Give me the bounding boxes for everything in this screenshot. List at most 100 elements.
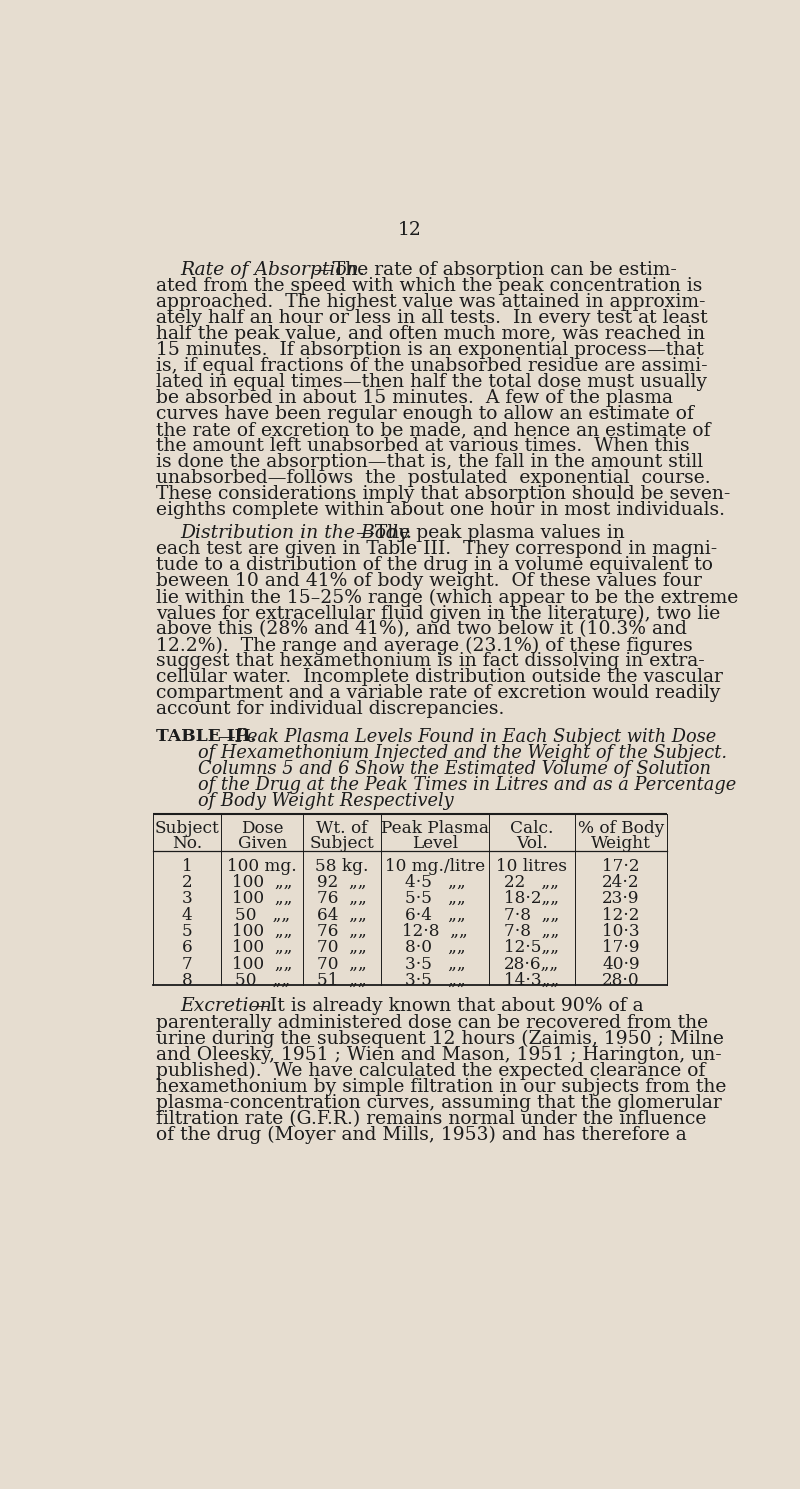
Text: 10 litres: 10 litres (496, 858, 567, 874)
Text: —It is already known that about 90% of a: —It is already known that about 90% of a (250, 998, 643, 1015)
Text: suggest that hexamethonium is in fact dissolving in extra-: suggest that hexamethonium is in fact di… (156, 652, 705, 670)
Text: 17·2: 17·2 (602, 858, 640, 874)
Text: 7·8  „„: 7·8 „„ (504, 923, 559, 940)
Text: 6: 6 (182, 940, 192, 956)
Text: 92  „„: 92 „„ (318, 874, 367, 890)
Text: 12·2: 12·2 (602, 907, 639, 923)
Text: 100  „„: 100 „„ (232, 940, 293, 956)
Text: Subject: Subject (310, 835, 374, 852)
Text: eighths complete within about one hour in most individuals.: eighths complete within about one hour i… (156, 502, 725, 520)
Text: Rate of Absorption.: Rate of Absorption. (181, 261, 366, 278)
Text: 4·5   „„: 4·5 „„ (405, 874, 466, 890)
Text: Excretion.: Excretion. (181, 998, 278, 1015)
Text: 3·5   „„: 3·5 „„ (405, 972, 466, 989)
Text: be absorbed in about 15 minutes.  A few of the plasma: be absorbed in about 15 minutes. A few o… (156, 389, 673, 406)
Text: 12.2%).  The range and average (23.1%) of these figures: 12.2%). The range and average (23.1%) of… (156, 636, 693, 655)
Text: 51  „„: 51 „„ (318, 972, 367, 989)
Text: % of Body: % of Body (578, 820, 664, 837)
Text: is done the absorption—that is, the fall in the amount still: is done the absorption—that is, the fall… (156, 453, 703, 471)
Text: 70  „„: 70 „„ (318, 956, 367, 972)
Text: 7·8  „„: 7·8 „„ (504, 907, 559, 923)
Text: 2: 2 (182, 874, 192, 890)
Text: 58 kg.: 58 kg. (315, 858, 369, 874)
Text: These considerations imply that absorption should be seven-: These considerations imply that absorpti… (156, 485, 730, 503)
Text: 3·5   „„: 3·5 „„ (405, 956, 466, 972)
Text: 10 mg./litre: 10 mg./litre (385, 858, 485, 874)
Text: 70  „„: 70 „„ (318, 940, 367, 956)
Text: —Peak Plasma Levels Found in Each Subject with Dose: —Peak Plasma Levels Found in Each Subjec… (218, 728, 717, 746)
Text: 5: 5 (182, 923, 192, 940)
Text: Peak Plasma: Peak Plasma (381, 820, 489, 837)
Text: 22   „„: 22 „„ (504, 874, 559, 890)
Text: 64  „„: 64 „„ (318, 907, 367, 923)
Text: Weight: Weight (591, 835, 651, 852)
Text: —The rate of absorption can be estim-: —The rate of absorption can be estim- (314, 261, 677, 278)
Text: 100  „„: 100 „„ (232, 956, 293, 972)
Text: 5·5   „„: 5·5 „„ (405, 890, 466, 907)
Text: lated in equal times—then half the total dose must usually: lated in equal times—then half the total… (156, 374, 707, 392)
Text: is, if equal fractions of the unabsorbed residue are assimi-: is, if equal fractions of the unabsorbed… (156, 357, 707, 375)
Text: each test are given in Table III.  They correspond in magni-: each test are given in Table III. They c… (156, 541, 717, 558)
Text: Vol.: Vol. (516, 835, 547, 852)
Text: ated from the speed with which the peak concentration is: ated from the speed with which the peak … (156, 277, 702, 295)
Text: Distribution in the Body.: Distribution in the Body. (181, 524, 413, 542)
Text: Subject: Subject (154, 820, 219, 837)
Text: 12·8  „„: 12·8 „„ (402, 923, 468, 940)
Text: TABLE III.: TABLE III. (156, 728, 256, 744)
Text: Level: Level (412, 835, 458, 852)
Text: 40·9: 40·9 (602, 956, 640, 972)
Text: parenterally administered dose can be recovered from the: parenterally administered dose can be re… (156, 1014, 708, 1032)
Text: Columns 5 and 6 Show the Estimated Volume of Solution: Columns 5 and 6 Show the Estimated Volum… (198, 759, 711, 779)
Text: 28·6„„: 28·6„„ (504, 956, 559, 972)
Text: ately half an hour or less in all tests.  In every test at least: ately half an hour or less in all tests.… (156, 310, 707, 328)
Text: 8: 8 (182, 972, 192, 989)
Text: 28·0: 28·0 (602, 972, 640, 989)
Text: plasma-concentration curves, assuming that the glomerular: plasma-concentration curves, assuming th… (156, 1093, 722, 1112)
Text: 100 mg.: 100 mg. (227, 858, 297, 874)
Text: 8·0   „„: 8·0 „„ (405, 940, 466, 956)
Text: of Hexamethonium Injected and the Weight of the Subject.: of Hexamethonium Injected and the Weight… (198, 744, 727, 762)
Text: hexamethonium by simple filtration in our subjects from the: hexamethonium by simple filtration in ou… (156, 1078, 726, 1096)
Text: 6·4   „„: 6·4 „„ (405, 907, 466, 923)
Text: Given: Given (238, 835, 287, 852)
Text: values for extracellular fluid given in the literature), two lie: values for extracellular fluid given in … (156, 605, 720, 622)
Text: half the peak value, and often much more, was reached in: half the peak value, and often much more… (156, 325, 705, 342)
Text: beween 10 and 41% of body weight.  Of these values four: beween 10 and 41% of body weight. Of the… (156, 572, 702, 590)
Text: 50   „„: 50 „„ (234, 972, 290, 989)
Text: published).  We have calculated the expected clearance of: published). We have calculated the expec… (156, 1062, 705, 1080)
Text: urine during the subsequent 12 hours (Zaimis, 1950 ; Milne: urine during the subsequent 12 hours (Za… (156, 1029, 724, 1048)
Text: above this (28% and 41%), and two below it (10.3% and: above this (28% and 41%), and two below … (156, 621, 686, 639)
Text: approached.  The highest value was attained in approxim-: approached. The highest value was attain… (156, 293, 706, 311)
Text: of the Drug at the Peak Times in Litres and as a Percentage: of the Drug at the Peak Times in Litres … (198, 776, 737, 794)
Text: 100  „„: 100 „„ (232, 890, 293, 907)
Text: the rate of excretion to be made, and hence an estimate of: the rate of excretion to be made, and he… (156, 421, 710, 439)
Text: 15 minutes.  If absorption is an exponential process—that: 15 minutes. If absorption is an exponent… (156, 341, 703, 359)
Text: 24·2: 24·2 (602, 874, 640, 890)
Text: No.: No. (172, 835, 202, 852)
Text: 76  „„: 76 „„ (318, 923, 367, 940)
Text: 50   „„: 50 „„ (234, 907, 290, 923)
Text: —The peak plasma values in: —The peak plasma values in (356, 524, 625, 542)
Text: 12·5„„: 12·5„„ (504, 940, 559, 956)
Text: Calc.: Calc. (510, 820, 554, 837)
Text: account for individual discrepancies.: account for individual discrepancies. (156, 700, 504, 718)
Text: 100  „„: 100 „„ (232, 874, 293, 890)
Text: cellular water.  Incomplete distribution outside the vascular: cellular water. Incomplete distribution … (156, 669, 722, 686)
Text: 14·3„„: 14·3„„ (504, 972, 559, 989)
Text: 17·9: 17·9 (602, 940, 640, 956)
Text: filtration rate (G.F.R.) remains normal under the influence: filtration rate (G.F.R.) remains normal … (156, 1109, 706, 1127)
Text: tude to a distribution of the drug in a volume equivalent to: tude to a distribution of the drug in a … (156, 557, 713, 575)
Text: compartment and a variable rate of excretion would readily: compartment and a variable rate of excre… (156, 685, 720, 703)
Text: of the drug (Moyer and Mills, 1953) and has therefore a: of the drug (Moyer and Mills, 1953) and … (156, 1126, 686, 1144)
Text: 3: 3 (182, 890, 192, 907)
Text: 12: 12 (398, 220, 422, 240)
Text: unabsorbed—follows  the  postulated  exponential  course.: unabsorbed—follows the postulated expone… (156, 469, 710, 487)
Text: 18·2„„: 18·2„„ (504, 890, 559, 907)
Text: 100  „„: 100 „„ (232, 923, 293, 940)
Text: curves have been regular enough to allow an estimate of: curves have been regular enough to allow… (156, 405, 694, 423)
Text: and Oleesky, 1951 ; Wien and Mason, 1951 ; Harington, un-: and Oleesky, 1951 ; Wien and Mason, 1951… (156, 1045, 722, 1063)
Text: 1: 1 (182, 858, 192, 874)
Text: 76  „„: 76 „„ (318, 890, 367, 907)
Text: of Body Weight Respectively: of Body Weight Respectively (198, 792, 454, 810)
Text: 23·9: 23·9 (602, 890, 640, 907)
